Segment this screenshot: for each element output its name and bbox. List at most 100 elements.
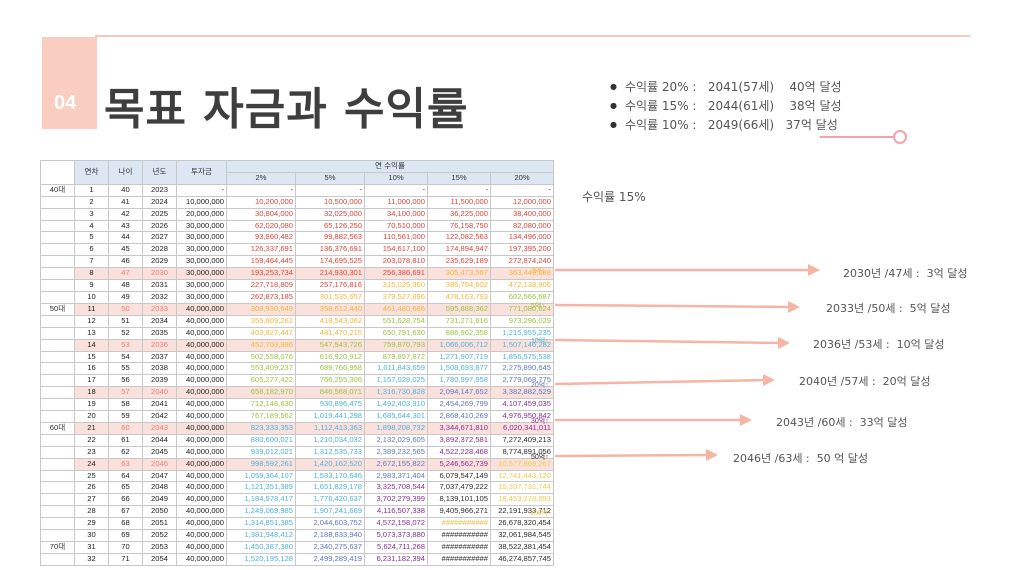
investment-cell: 40,000,000 [176,386,227,400]
age-cell: 63 [108,457,143,471]
table-row: 12 51 2034 40,000,000 355,909,262 418,543,062… [40,314,554,328]
period-cell: 13 [74,326,109,340]
return-value-cell: 461,480,686 [364,302,428,316]
year-cell: 2044 [142,433,177,447]
age-cell: 67 [108,505,143,519]
milestone-tag: 20억↑ [531,382,549,389]
table-row: 3 42 2025 20,000,000 30,804,000 32,025,000 34,… [40,207,554,221]
investment-table: 연차 나이 년도 투자금 연 수익률 2% 5% 10% 15% 20% 40대… [40,160,554,566]
milestone-tag: 100억↑ [530,510,552,517]
header-rate: 10% [364,171,428,185]
return-value-cell: 11,500,000 [427,195,491,209]
age-group-cell [40,374,75,388]
return-value-cell: 1,450,387,380 [226,541,296,554]
return-value-cell: 257,176,816 [295,279,365,292]
table-subheader-row: 2% 5% 10% 15% 20% [41,171,554,185]
age-group-cell [40,314,75,328]
return-value-cell: 18,453,278,093 [490,493,554,507]
return-value-cell: 110,561,000 [364,231,428,245]
age-group-cell [40,517,75,531]
age-group-cell [40,529,75,542]
return-value-cell: 1,651,829,178 [295,481,365,495]
period-cell: 10 [74,290,109,304]
year-cell: 2053 [142,541,177,554]
age-group-cell [40,505,75,519]
return-value-cell: 1,907,241,669 [295,505,365,519]
table-row: 16 55 2038 40,000,000 553,409,237 689,766,958… [40,362,554,376]
return-value-cell: 1,856,575,538 [490,350,554,364]
age-cell: 69 [108,529,143,542]
period-cell: 14 [74,338,109,352]
period-cell: 15 [74,350,109,364]
table-row: 6 45 2028 30,000,000 126,337,691 136,376,691 1… [40,243,554,257]
investment-cell: 40,000,000 [176,541,227,554]
table-row: 7 46 2029 30,000,000 159,464,445 174,695,525 2… [40,255,554,269]
return-value-cell: 712,146,630 [226,398,296,412]
return-value-cell: 385,794,602 [427,279,491,292]
age-cell: 50 [108,302,143,316]
investment-cell: 30,000,000 [176,290,227,304]
period-cell: 7 [74,255,109,269]
return-value-cell: 1,312,535,733 [295,445,365,459]
age-group-cell [40,267,75,281]
return-value-cell: 1,112,413,363 [295,421,365,435]
rate-note: 수익률 15% [582,190,646,204]
milestone-text: 2030년 /47세 : 3억 달성 [843,267,968,280]
age-cell: 65 [108,481,143,495]
return-value-cell: 1,420,162,520 [295,457,365,471]
arrow-head-icon [788,301,800,313]
return-value-cell: - [295,183,365,197]
return-value-cell: 3,325,708,544 [364,481,428,495]
age-group-cell [40,398,75,412]
decorative-ring-icon [893,130,907,144]
investment-cell: 40,000,000 [176,481,227,495]
table-row: 70대 31 70 2053 40,000,000 1,450,387,380 2,340,… [40,541,554,554]
age-cell: 58 [108,398,143,412]
section-number: 04 [54,92,77,114]
age-cell: 42 [108,207,143,221]
return-value-cell: 846,568,071 [295,386,365,400]
age-group-cell [40,457,75,471]
year-cell: 2045 [142,445,177,459]
return-value-cell: 1,210,034,032 [295,433,365,447]
return-value-cell: 99,882,563 [295,231,365,245]
return-value-cell: 616,920,912 [295,350,365,364]
year-cell: 2039 [142,374,177,388]
table-row: 18 57 2040 40,000,000 658,182,970 846,568,071… [40,386,554,400]
year-cell: 2047 [142,469,177,483]
return-value-cell: 9,405,966,271 [427,505,491,519]
investment-cell: 40,000,000 [176,314,227,328]
age-group-cell [40,433,75,447]
table-row: 22 61 2044 40,000,000 880,600,021 1,210,034,0… [40,433,554,447]
return-value-cell: 1,011,843,659 [364,362,428,376]
return-value-cell: 998,592,261 [226,457,296,471]
return-value-cell: 159,464,445 [226,255,296,269]
period-cell: 20 [74,410,109,423]
return-value-cell: 174,894,947 [427,243,491,257]
age-cell: 54 [108,350,143,364]
return-value-cell: 30,804,000 [226,207,296,221]
table-row: 5 44 2027 30,000,000 93,860,482 99,882,563 110… [40,231,554,245]
investment-cell: 40,000,000 [176,374,227,388]
investment-cell: 40,000,000 [176,421,227,435]
return-value-cell: 235,629,189 [427,255,491,269]
table-row: 9 48 2031 30,000,000 227,718,809 257,176,816 3… [40,279,554,292]
return-value-cell: ########### [427,529,491,542]
table-header-row: 연차 나이 년도 투자금 연 수익률 [40,160,554,185]
return-value-cell: 34,100,000 [364,207,428,221]
return-value-cell: 650,791,630 [364,326,428,340]
age-group-cell [40,445,75,459]
period-cell: 26 [74,481,109,495]
return-value-cell: 70,510,000 [364,219,428,233]
period-cell: 16 [74,362,109,376]
return-value-cell: 15,337,731,744 [490,481,554,495]
period-cell: 25 [74,469,109,483]
table-row: 8 47 2030 30,000,000 193,253,734 214,930,301 2… [40,267,554,281]
table-row: 10 49 2032 30,000,000 262,873,185 301,535,657… [40,290,554,304]
return-value-cell: 1,492,403,910 [364,398,428,412]
age-group-cell [40,469,75,483]
investment-cell: 40,000,000 [176,457,227,471]
age-group-cell: 70대 [40,541,75,554]
age-cell: 71 [108,552,143,566]
return-value-cell: 478,163,793 [427,290,491,304]
